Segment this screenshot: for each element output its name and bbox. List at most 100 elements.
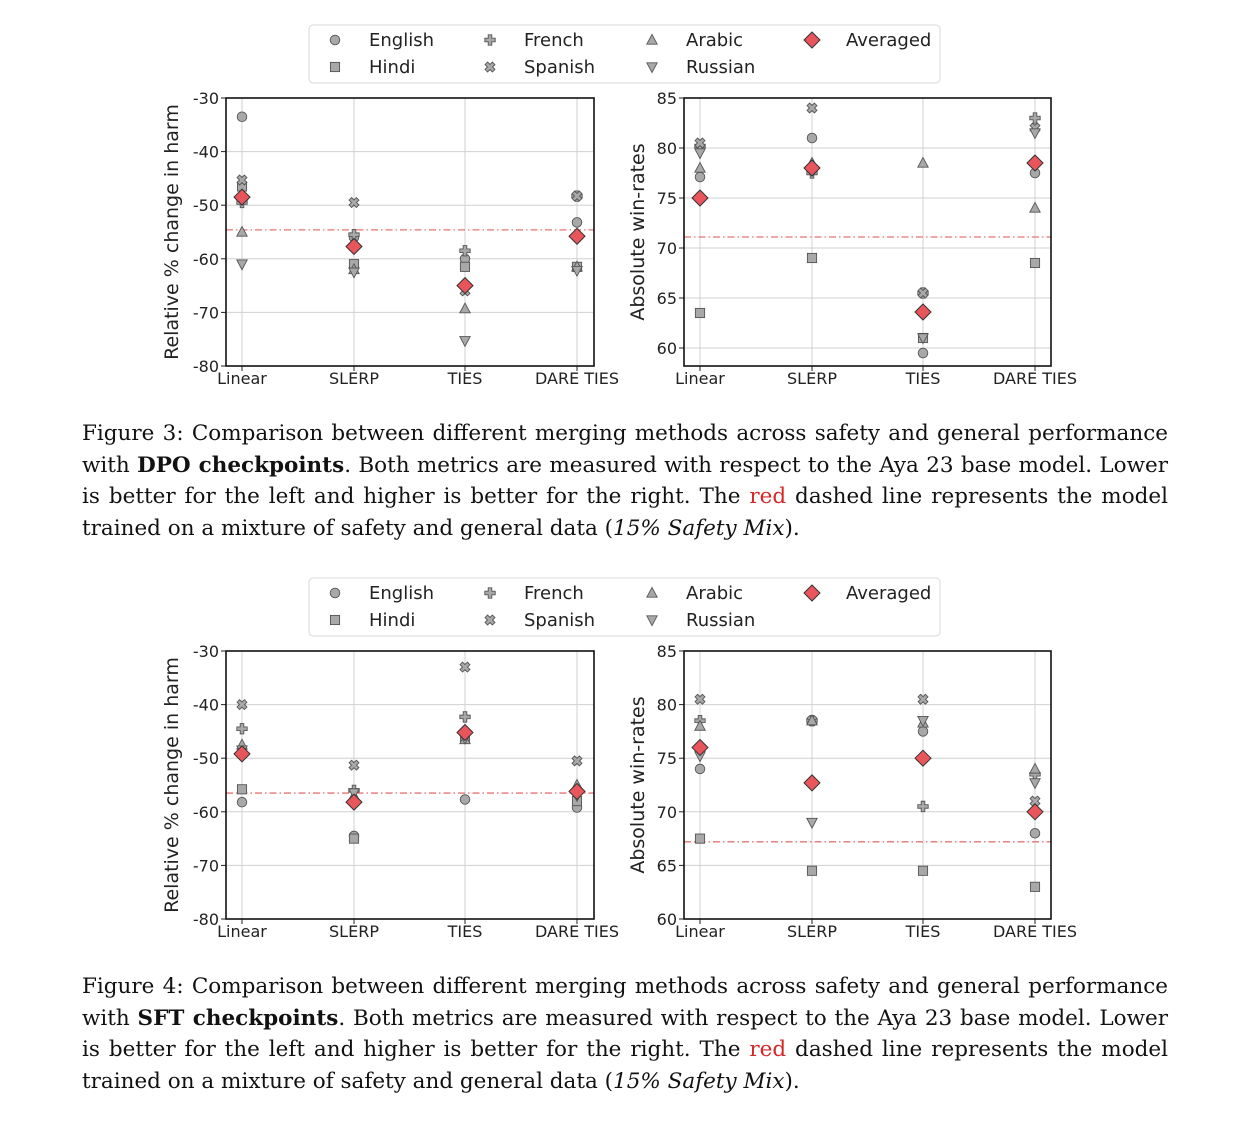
legend-label: Arabic [686, 30, 743, 51]
data-point-spanish [571, 190, 583, 202]
data-point-averaged [345, 237, 363, 256]
legend: English French Arabic Averaged Hindi Spanish R… [308, 577, 941, 637]
caption-text: Comparison between different merging met… [82, 974, 1168, 1031]
y-axis-label: Relative % change in harm [161, 104, 183, 360]
data-point-hindi [459, 261, 471, 272]
y-tick-label: 60 [657, 910, 677, 929]
y-tick-label: 75 [657, 749, 677, 768]
legend-marker-hindi [329, 614, 341, 626]
x-tick-label: SLERP [787, 922, 837, 941]
x-tick-label: DARE TIES [993, 369, 1077, 388]
y-axis-label: Relative % change in harm [161, 657, 183, 913]
data-point-english [917, 726, 929, 737]
data-point-averaged [1026, 154, 1044, 172]
data-point-spanish [917, 287, 929, 299]
y-tick-label: -70 [193, 303, 219, 322]
data-point-averaged [568, 227, 586, 245]
data-point-hindi [1029, 881, 1041, 892]
data-point-hindi [348, 833, 360, 844]
data-point-spanish [694, 693, 706, 705]
data-point-averaged [803, 159, 821, 177]
data-point-averaged [233, 745, 251, 763]
data-point-russian [1029, 778, 1041, 790]
legend-marker-averaged [803, 584, 821, 602]
plot-frame [683, 650, 1052, 920]
caption-text: . Both metrics are measured with respect… [82, 1005, 1169, 1063]
legend-marker-hindi [329, 61, 341, 73]
x-tick-label: TIES [905, 369, 941, 388]
legend-label: Arabic [686, 583, 743, 604]
caption-text: Comparison between different merging met… [82, 421, 1168, 478]
plot-frame [225, 97, 595, 367]
legend-label: Averaged [846, 583, 931, 604]
legend: English French Arabic Averaged Hindi Spanish R… [308, 24, 941, 84]
legend-frame [308, 577, 941, 637]
legend-marker-spanish [484, 61, 496, 73]
legend-frame [308, 24, 941, 84]
y-tick-label: -80 [193, 357, 219, 376]
y-tick-label: 65 [657, 289, 677, 308]
x-tick-label: TIES [905, 922, 941, 941]
data-point-french [459, 245, 471, 257]
data-point-hindi [806, 865, 818, 876]
caption-label: Figure 4: [82, 974, 184, 999]
data-point-english [236, 796, 248, 808]
plot-frame [683, 97, 1052, 367]
legend-marker-russian [646, 615, 658, 627]
data-point-english [917, 347, 929, 359]
data-point-spanish [571, 755, 583, 767]
data-point-hindi [694, 307, 706, 319]
caption-text: dashed line represents the model trained… [82, 484, 1169, 541]
data-point-english [459, 794, 471, 805]
data-point-hindi [806, 252, 818, 264]
data-point-hindi [1029, 257, 1041, 269]
data-point-arabic [1029, 762, 1041, 774]
y-tick-label: 85 [657, 642, 677, 661]
legend-marker-english [329, 587, 341, 599]
data-point-arabic [694, 719, 706, 731]
caption-italic: 15% Safety Mix [613, 1068, 785, 1094]
legend-label: Hindi [369, 57, 415, 78]
x-tick-label: Linear [675, 369, 725, 388]
data-point-arabic [459, 302, 471, 314]
caption-text: ). [784, 1068, 800, 1094]
caption-text: ). [784, 515, 800, 541]
data-point-arabic [1029, 201, 1041, 213]
y-tick-label: -30 [193, 642, 219, 661]
data-point-averaged [456, 723, 474, 742]
y-tick-label: -70 [193, 856, 219, 875]
caption-text: . Both metrics are measured with respect… [82, 452, 1169, 510]
legend-label: Spanish [524, 57, 595, 78]
y-tick-label: 70 [657, 803, 677, 822]
figure-3-caption: Figure 3: Comparison between different m… [82, 418, 1168, 544]
y-tick-label: -60 [193, 250, 219, 269]
caption-text: dashed line represents the model trained… [82, 1037, 1169, 1094]
data-point-english [571, 217, 583, 228]
data-point-averaged [803, 774, 821, 792]
data-point-english [694, 171, 706, 183]
plot-frame [225, 650, 595, 920]
data-point-french [459, 711, 471, 723]
figure-4-caption: Figure 4: Comparison between different m… [82, 971, 1168, 1097]
legend-marker-english [329, 34, 341, 46]
data-point-averaged [914, 303, 932, 321]
x-tick-label: TIES [447, 922, 483, 941]
data-point-arabic [917, 156, 929, 168]
data-point-averaged [233, 188, 251, 206]
data-point-russian [459, 336, 471, 348]
data-point-russian [806, 817, 818, 830]
legend-marker-averaged [803, 31, 821, 49]
data-point-french [1029, 112, 1041, 124]
data-point-averaged [691, 189, 709, 207]
data-point-averaged [456, 276, 474, 295]
y-tick-label: -40 [193, 696, 219, 715]
data-point-russian [1029, 128, 1041, 140]
caption-label: Figure 3: [82, 421, 184, 446]
data-point-hindi [236, 784, 248, 795]
x-tick-label: TIES [447, 369, 483, 388]
legend-label: Russian [686, 57, 755, 78]
x-tick-label: DARE TIES [993, 922, 1077, 941]
x-tick-label: DARE TIES [535, 922, 619, 941]
